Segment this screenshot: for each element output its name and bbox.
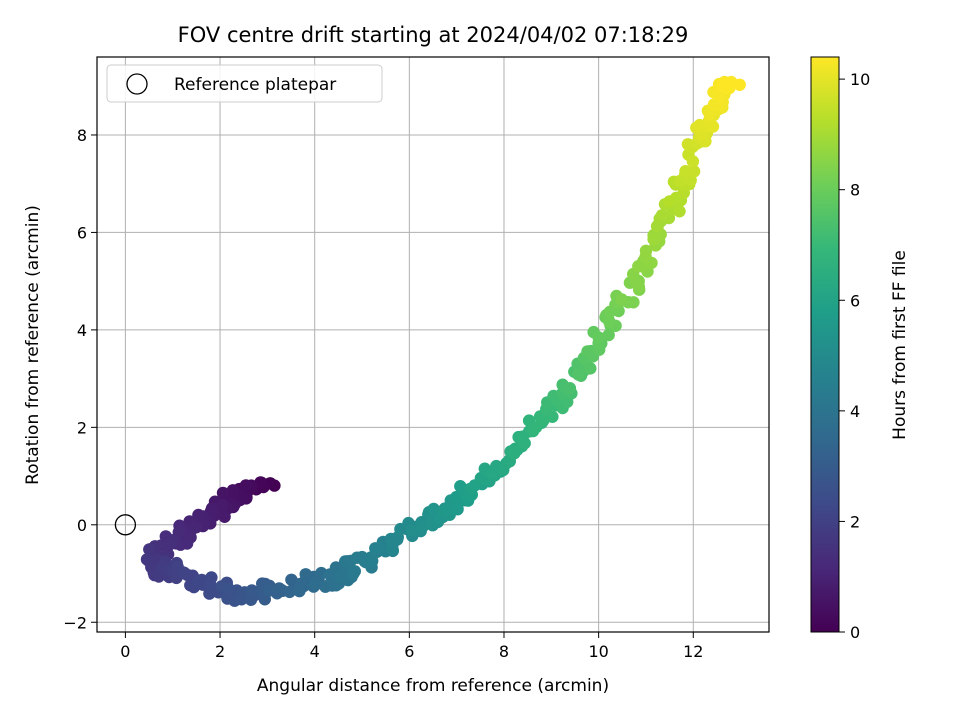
x-tick-label: 4	[310, 642, 320, 661]
y-tick-label: 2	[77, 418, 87, 437]
data-point	[615, 293, 628, 306]
data-point	[647, 233, 660, 246]
data-point	[584, 362, 597, 375]
data-point	[687, 165, 701, 178]
data-point	[655, 209, 669, 222]
y-tick-label: −2	[63, 613, 87, 632]
data-point	[450, 490, 463, 504]
data-point	[602, 328, 615, 342]
chart-title: FOV centre drift starting at 2024/04/02 …	[178, 23, 689, 47]
data-point	[216, 486, 230, 500]
data-point	[427, 502, 440, 516]
data-points	[140, 75, 746, 607]
x-tick-label: 0	[120, 642, 130, 661]
legend: Reference platepar	[106, 64, 383, 103]
y-tick-label: 0	[77, 516, 87, 535]
data-point	[216, 498, 229, 512]
data-point	[293, 584, 306, 598]
colorbar-tick-label: 10	[850, 70, 870, 89]
y-axis-ticks: −2 0 2 4 6 8	[63, 126, 97, 632]
data-point	[720, 77, 733, 91]
data-point	[206, 505, 219, 518]
colorbar: 0 2 4 6 8 10 Hours from first FF file	[810, 56, 910, 642]
x-axis-ticks: 0 2 4 6 8 10 12	[120, 632, 703, 661]
data-point	[516, 430, 529, 443]
data-point	[681, 138, 695, 151]
x-axis-title: Angular distance from reference (arcmin)	[257, 676, 609, 696]
data-point	[373, 542, 386, 555]
data-point	[283, 585, 296, 599]
y-tick-label: 4	[77, 321, 87, 340]
colorbar-tick-label: 0	[850, 623, 860, 642]
x-tick-label: 10	[588, 642, 608, 661]
reference-marker-layer	[114, 514, 137, 536]
data-point	[416, 521, 429, 534]
colorbar-title: Hours from first FF file	[890, 250, 910, 440]
data-point	[348, 565, 361, 578]
data-point	[733, 78, 746, 92]
data-point	[581, 345, 594, 358]
colorbar-tick-label: 2	[850, 512, 860, 531]
data-point	[603, 315, 616, 329]
data-point	[239, 479, 253, 492]
y-axis-title: Rotation from reference (arcmin)	[23, 205, 43, 485]
reference-platepar-marker	[114, 514, 137, 536]
data-point	[639, 244, 653, 257]
data-point	[405, 524, 418, 537]
x-tick-label: 12	[683, 642, 703, 661]
colorbar-tick-label: 8	[850, 181, 860, 200]
data-point	[592, 331, 605, 344]
data-point	[187, 521, 201, 535]
grid-lines	[97, 57, 769, 632]
colorbar-ticks: 0 2 4 6 8 10	[839, 70, 870, 642]
y-tick-label: 8	[77, 126, 87, 145]
colorbar-gradient	[810, 56, 840, 633]
data-point	[663, 195, 676, 208]
legend-box	[106, 64, 383, 103]
x-tick-label: 2	[215, 642, 225, 661]
colorbar-tick-label: 4	[850, 402, 860, 421]
data-point	[177, 566, 190, 579]
legend-entry-reference-platepar: Reference platepar	[174, 75, 336, 95]
data-point	[572, 368, 585, 381]
data-point	[299, 568, 312, 581]
legend-reference-marker	[126, 73, 148, 95]
data-point	[364, 551, 378, 564]
data-point	[222, 582, 236, 596]
x-tick-label: 6	[404, 642, 414, 661]
data-point	[218, 510, 231, 523]
x-tick-label: 8	[499, 642, 509, 661]
data-point	[474, 471, 488, 485]
colorbar-tick-label: 6	[850, 291, 860, 310]
data-point	[673, 205, 686, 218]
data-point	[309, 577, 322, 590]
data-point	[627, 296, 640, 309]
plot-frame	[96, 56, 770, 633]
data-point	[563, 382, 577, 395]
data-point	[454, 480, 467, 493]
data-point	[686, 155, 700, 168]
data-point	[244, 593, 258, 606]
y-tick-label: 6	[77, 223, 87, 242]
data-point	[679, 165, 692, 178]
